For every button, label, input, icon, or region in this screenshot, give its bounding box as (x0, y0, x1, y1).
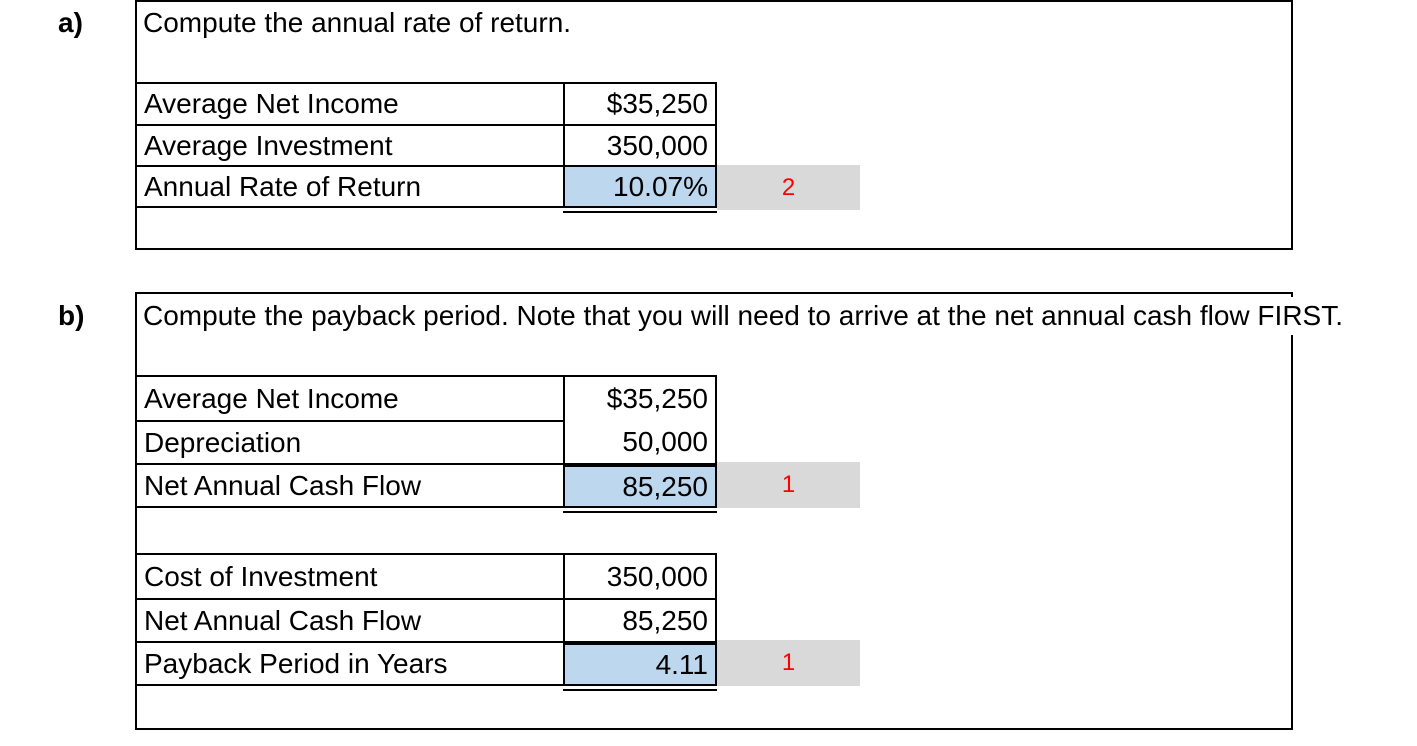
section-b-table-cash-flow: Average Net Income $35,250 Depreciation … (135, 375, 717, 508)
section-b-table2-points-badge: 1 (717, 640, 860, 686)
section-a-points-badge: 2 (717, 165, 860, 210)
table-b1-label-depreciation: Depreciation (137, 420, 563, 463)
table-a-label-average-investment: Average Investment (137, 124, 563, 165)
table-a-answer-cell-annual-rate-of-return[interactable]: 10.07% (563, 165, 715, 206)
section-b-box (135, 292, 1293, 730)
section-b-table1-points-badge: 1 (717, 462, 860, 508)
section-b-heading: Compute the payback period. Note that yo… (143, 297, 1347, 335)
section-a-part-label: a) (58, 7, 83, 38)
table-b2-double-underline (563, 689, 717, 691)
table-b1-value-depreciation: 50,000 (563, 420, 715, 463)
table-b2-label-net-annual-cash-flow: Net Annual Cash Flow (137, 598, 563, 641)
table-a-double-underline (563, 211, 717, 213)
table-b2-answer-cell-payback-period[interactable]: 4.11 (563, 641, 715, 684)
table-b1-label-average-net-income: Average Net Income (144, 382, 399, 414)
table-b1-label-net-annual-cash-flow: Net Annual Cash Flow (137, 463, 563, 506)
table-a-value-average-net-income: $35,250 (563, 84, 715, 124)
table-a-label-average-net-income: Average Net Income (144, 88, 399, 119)
section-a-table: Average Net Income $35,250 Average Inves… (135, 82, 717, 208)
table-a-value-average-investment: 350,000 (563, 124, 715, 165)
table-b2-value-cost-of-investment: 350,000 (563, 555, 715, 598)
table-a-label-annual-rate-of-return: Annual Rate of Return (137, 165, 563, 206)
section-b-part-label: b) (58, 300, 85, 331)
section-b-table-payback: Cost of Investment 350,000 Net Annual Ca… (135, 553, 717, 686)
table-b2-label-cost-of-investment: Cost of Investment (144, 560, 378, 592)
section-a-heading: Compute the annual rate of return. (143, 4, 576, 42)
table-b1-value-average-net-income: $35,250 (563, 377, 715, 420)
table-b2-value-net-annual-cash-flow: 85,250 (563, 598, 715, 641)
table-b1-double-underline (563, 511, 717, 513)
table-b2-label-payback-period: Payback Period in Years (137, 641, 563, 684)
table-b1-answer-cell-net-annual-cash-flow[interactable]: 85,250 (563, 463, 715, 506)
